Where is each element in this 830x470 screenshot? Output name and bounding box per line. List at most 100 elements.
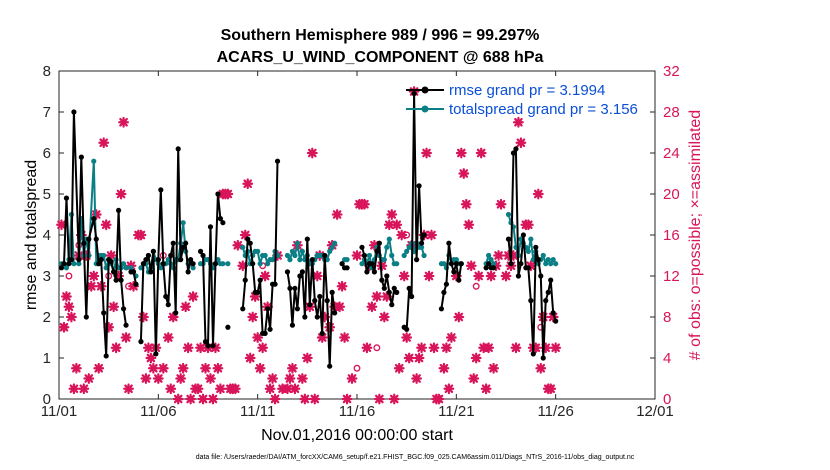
rmse-point — [418, 240, 425, 246]
obs-assimilated-point — [493, 250, 504, 261]
obs-assimilated-point — [247, 311, 259, 323]
rmse-point — [533, 244, 539, 250]
obs-assimilated-point — [210, 342, 221, 354]
rmse-point — [545, 289, 551, 295]
totalspread-point — [297, 257, 303, 263]
totalspread-point — [550, 257, 556, 263]
totalspread-point — [486, 252, 492, 259]
x-tick-label: 11/16 — [339, 403, 375, 420]
right-tick-label: 32 — [663, 63, 680, 80]
obs-assimilated-point — [376, 260, 388, 272]
rmse-point — [103, 353, 109, 359]
obs-assimilated-point — [287, 362, 298, 374]
obs-assimilated-point — [465, 260, 477, 272]
totalspread-point — [284, 252, 291, 259]
rmse-point — [160, 261, 166, 267]
rmse-point — [324, 298, 330, 304]
obs-assimilated-point — [475, 147, 487, 159]
rmse-point — [202, 339, 209, 345]
rmse-point — [486, 261, 492, 267]
obs-assimilated-point — [306, 147, 318, 159]
obs-assimilated-point — [299, 393, 311, 405]
rmse-point — [188, 257, 194, 263]
obs-assimilated-point — [187, 291, 199, 302]
obs-assimilated-point — [403, 352, 415, 364]
rmse-point — [108, 259, 114, 265]
rmse-point — [197, 248, 204, 254]
rmse-point — [297, 273, 303, 279]
rmse-point — [483, 265, 489, 271]
obs-assimilated-point — [123, 383, 134, 395]
obs-assimilated-point — [205, 373, 216, 384]
right-tick-label: 0 — [663, 391, 671, 408]
rmse-point — [153, 351, 159, 357]
obs-assimilated-point — [83, 373, 95, 384]
obs-assimilated-point — [157, 362, 169, 374]
rmse-point — [376, 240, 382, 246]
obs-assimilated-point — [252, 332, 264, 343]
rmse-point — [322, 252, 328, 259]
obs-assimilated-point — [56, 219, 67, 231]
totalspread-point — [120, 261, 127, 267]
totalspread-point — [71, 261, 77, 267]
rmse-point — [287, 285, 293, 291]
rmse-point — [381, 285, 387, 291]
rmse-point — [416, 183, 422, 189]
rmse-point — [265, 306, 271, 312]
obs-assimilated-point — [63, 301, 75, 313]
left-tick-label: 5 — [43, 186, 51, 203]
rmse-point — [71, 109, 77, 115]
totalspread-point — [158, 265, 164, 271]
legend-totalspread-marker — [421, 105, 429, 113]
rmse-point — [240, 306, 246, 312]
rmse-point — [414, 257, 420, 263]
rmse-point — [96, 261, 102, 267]
obs-assimilated-point — [138, 311, 149, 323]
rmse-point — [374, 248, 380, 254]
obs-assimilated-point — [490, 260, 502, 272]
obs-assimilated-point — [525, 260, 537, 272]
obs-assimilated-point — [537, 311, 549, 323]
obs-assimilated-point — [175, 373, 187, 384]
obs-assimilated-point — [70, 362, 82, 374]
obs-assimilated-point — [483, 342, 495, 354]
rmse-point — [150, 248, 156, 254]
rmse-point — [185, 269, 191, 275]
obs-assimilated-point — [244, 352, 256, 364]
totalspread-point — [294, 240, 300, 246]
right-tick-label: 24 — [663, 145, 680, 162]
obs-assimilated-point — [508, 250, 519, 261]
rmse-point — [83, 314, 89, 320]
obs-assimilated-point — [85, 280, 97, 292]
x-tick-label: 11/06 — [140, 403, 176, 420]
rmse-point — [93, 236, 99, 242]
rmse-point — [406, 285, 412, 291]
rmse-point — [344, 265, 350, 271]
obs-assimilated-point — [359, 198, 370, 210]
rmse-point — [535, 257, 541, 263]
right-tick-label: 16 — [663, 227, 680, 244]
rmse-point — [111, 269, 117, 275]
obs-assimilated-point — [455, 147, 467, 159]
rmse-point — [327, 363, 333, 369]
chart-subtitle: ACARS_U_WIND_COMPONENT @ 688 hPa — [217, 49, 544, 66]
obs-assimilated-point — [368, 239, 380, 251]
obs-assimilated-point — [185, 393, 197, 405]
totalspread-point — [269, 257, 276, 263]
obs-assimilated-point — [180, 301, 192, 313]
rmse-point — [530, 351, 536, 357]
totalspread-point — [389, 252, 395, 259]
obs-assimilated-point — [192, 383, 204, 395]
left-tick-label: 4 — [43, 227, 51, 244]
x-tick-label: 11/11 — [240, 403, 275, 420]
obs-assimilated-point — [381, 291, 393, 302]
rmse-point — [550, 310, 556, 316]
obs-assimilated-point — [535, 362, 547, 374]
rmse-point — [61, 261, 67, 267]
rmse-point — [505, 236, 512, 242]
obs-assimilated-point — [495, 198, 507, 210]
rmse-point — [538, 273, 544, 279]
obs-assimilated-point — [254, 362, 266, 374]
obs-assimilated-point — [257, 342, 269, 354]
totalspread-point — [265, 261, 271, 267]
